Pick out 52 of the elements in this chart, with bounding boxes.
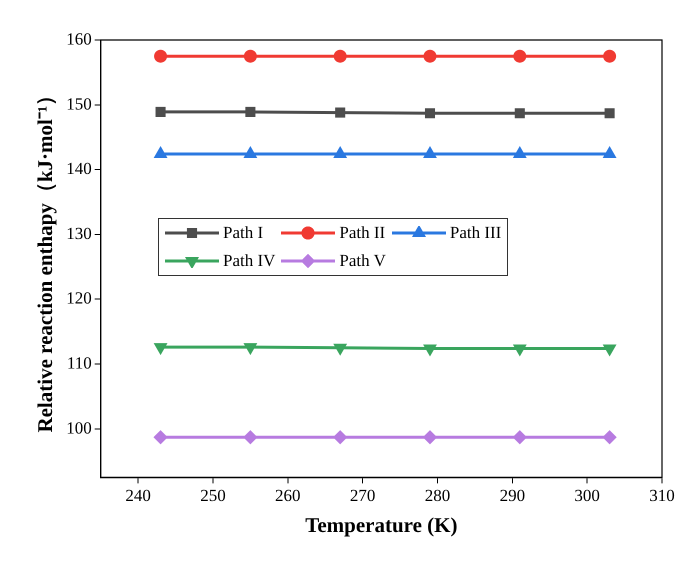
x-tick-label: 290: [500, 486, 526, 506]
x-tick-label: 240: [125, 486, 151, 506]
x-tick-label: 270: [350, 486, 376, 506]
point: [334, 430, 347, 444]
point: [154, 50, 168, 63]
y-tick-label: 130: [66, 224, 92, 243]
y-tick-label: 160: [66, 29, 92, 48]
point: [156, 106, 166, 117]
legend-label: Path V: [339, 251, 386, 271]
point: [154, 430, 168, 444]
point: [244, 430, 257, 444]
y-tick-label: 140: [66, 159, 92, 178]
y-tick-label: 100: [66, 418, 92, 438]
point: [423, 50, 436, 63]
point: [154, 148, 166, 158]
x-tick-label: 300: [574, 486, 600, 506]
point: [514, 108, 525, 118]
x-axis-title: Temperature (K): [305, 512, 458, 537]
point: [244, 343, 256, 354]
legend-label: Path II: [339, 223, 386, 243]
x-tick-label: 250: [200, 486, 226, 506]
point: [604, 108, 615, 118]
y-tick-label: 110: [66, 353, 92, 372]
point: [334, 344, 346, 354]
point: [514, 148, 526, 158]
point: [513, 50, 526, 63]
point: [424, 108, 436, 118]
x-tick-label: 310: [649, 486, 675, 506]
point: [423, 430, 436, 444]
x-tick-label: 260: [275, 486, 301, 506]
point: [244, 148, 256, 158]
point: [334, 148, 346, 158]
x-tick-label: 280: [424, 486, 450, 506]
point: [154, 343, 166, 354]
point: [335, 108, 346, 118]
y-tick-label: 150: [66, 94, 92, 114]
point: [603, 430, 616, 444]
point: [514, 344, 526, 355]
legend-label: Path I: [223, 223, 264, 243]
point: [604, 148, 616, 158]
point: [513, 430, 526, 444]
point: [603, 50, 616, 63]
point: [424, 148, 436, 158]
legend-label: Path III: [450, 223, 502, 243]
point: [334, 50, 347, 63]
y-axis-title: Relative reaction enthapy（kJ·mol⁻¹）: [33, 84, 58, 433]
legend-label: Path IV: [223, 251, 276, 271]
point: [604, 344, 616, 355]
point: [244, 50, 257, 63]
point: [424, 344, 436, 355]
y-tick-label: 120: [66, 288, 92, 308]
point: [245, 106, 256, 117]
